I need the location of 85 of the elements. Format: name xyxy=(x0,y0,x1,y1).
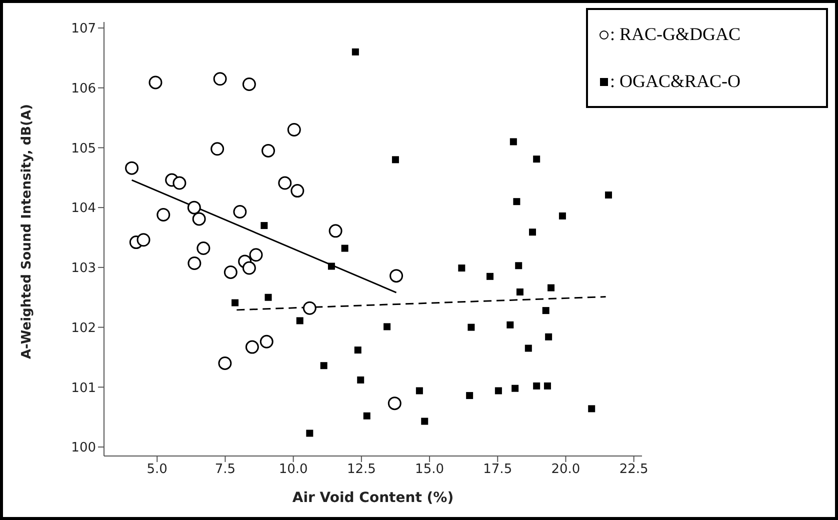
point xyxy=(528,228,536,236)
point xyxy=(218,356,232,370)
point xyxy=(262,144,276,158)
point xyxy=(187,200,201,214)
point xyxy=(352,48,359,56)
point xyxy=(296,317,304,324)
y-tick-label: 100 xyxy=(71,440,96,456)
point xyxy=(384,323,391,330)
point xyxy=(542,307,550,314)
y-tick-label: 106 xyxy=(71,81,96,96)
point xyxy=(148,76,162,90)
point xyxy=(416,387,423,394)
point xyxy=(156,208,170,222)
point xyxy=(512,384,519,392)
x-tick-label: 5.0 xyxy=(146,462,168,478)
point xyxy=(264,294,272,301)
x-tick-label: 20.0 xyxy=(551,462,580,478)
point xyxy=(278,176,292,190)
point xyxy=(548,284,555,292)
point xyxy=(242,78,256,92)
legend-label: : RAC-G&DGAC xyxy=(610,24,741,45)
point xyxy=(544,382,551,390)
point xyxy=(290,184,304,198)
point xyxy=(545,333,552,340)
point xyxy=(516,288,524,296)
point xyxy=(232,299,239,306)
point xyxy=(515,262,522,270)
point xyxy=(524,344,532,352)
point xyxy=(558,212,566,220)
point xyxy=(341,244,348,252)
point xyxy=(233,205,247,219)
point xyxy=(533,156,540,163)
point xyxy=(506,321,514,328)
point xyxy=(388,396,402,410)
point xyxy=(510,138,517,146)
point xyxy=(249,248,263,262)
point xyxy=(172,176,186,190)
point xyxy=(196,242,210,256)
point xyxy=(260,222,268,230)
legend-label: : OGAC&RAC-O xyxy=(610,71,741,92)
point xyxy=(188,256,202,270)
point xyxy=(306,430,314,437)
point xyxy=(533,382,540,390)
y-tick-label: 101 xyxy=(71,380,96,396)
point xyxy=(245,340,259,354)
point xyxy=(260,334,274,348)
x-tick-label: 22.5 xyxy=(619,462,648,478)
y-tick-label: 103 xyxy=(71,261,96,276)
point xyxy=(242,261,256,275)
point xyxy=(354,346,362,354)
point xyxy=(466,392,474,400)
point xyxy=(302,301,316,315)
point xyxy=(192,212,206,226)
y-tick-label: 105 xyxy=(71,141,96,156)
point xyxy=(458,264,466,272)
point xyxy=(357,376,364,384)
point xyxy=(224,265,238,279)
point xyxy=(125,161,139,175)
y-tick-label: 104 xyxy=(71,201,96,216)
x-tick-label: 17.5 xyxy=(483,462,512,478)
point xyxy=(513,198,520,206)
point xyxy=(392,156,399,164)
point xyxy=(287,123,301,136)
point xyxy=(604,192,612,198)
point xyxy=(468,324,475,331)
point xyxy=(136,233,150,247)
y-tick-label: 107 xyxy=(71,22,96,37)
x-tick-label: 10.0 xyxy=(278,462,308,478)
point xyxy=(210,142,224,156)
point xyxy=(390,269,404,283)
y-axis-title: A-Weighted Sound Intensity, dB(A) xyxy=(20,104,35,359)
x-axis-title: Air Void Content (%) xyxy=(292,490,454,506)
x-tick-label: 7.5 xyxy=(214,462,236,478)
point xyxy=(320,362,328,370)
point xyxy=(328,224,342,238)
point xyxy=(328,262,335,270)
point xyxy=(588,405,596,412)
x-tick-label: 12.5 xyxy=(346,462,376,478)
y-tick-label: 102 xyxy=(71,320,96,336)
point xyxy=(494,387,502,394)
point xyxy=(213,72,227,86)
point xyxy=(363,412,370,420)
x-tick-label: 15.0 xyxy=(415,462,444,478)
point xyxy=(421,418,428,425)
point xyxy=(486,272,494,280)
